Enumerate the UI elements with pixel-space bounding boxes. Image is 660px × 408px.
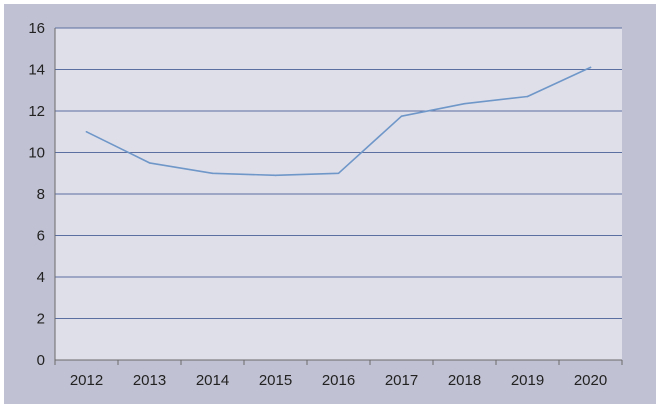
- y-tick-labels: 0 2 4 6 8 10 12 14 16: [28, 20, 45, 369]
- y-tick-label: 8: [37, 186, 45, 203]
- x-tick-label: 2015: [259, 372, 292, 389]
- data-point: [274, 174, 277, 177]
- data-point: [148, 162, 151, 164]
- x-tick-label: 2014: [196, 372, 229, 389]
- x-tick-label: 2018: [448, 372, 481, 389]
- data-point: [589, 66, 592, 69]
- x-tick-label: 2017: [385, 372, 418, 389]
- data-point: [400, 115, 403, 117]
- data-point: [211, 172, 214, 175]
- data-point: [526, 95, 529, 98]
- y-tick-label: 2: [37, 311, 45, 328]
- y-tick-label: 14: [28, 62, 45, 79]
- y-tick-label: 12: [28, 103, 45, 120]
- x-tick-label: 2016: [322, 372, 355, 389]
- y-tick-label: 16: [28, 20, 45, 37]
- x-tick-label: 2013: [133, 372, 166, 389]
- data-point: [337, 172, 340, 175]
- gridlines: [55, 27, 622, 319]
- x-tick-labels: 2012 2013 2014 2015 2016 2017 2018 2019 2020: [70, 372, 607, 389]
- x-tick-label: 2020: [574, 372, 607, 389]
- y-tick-label: 0: [37, 352, 45, 369]
- data-point: [463, 102, 466, 105]
- axes: [54, 28, 623, 365]
- series-layer: [85, 66, 592, 177]
- y-tick-label: 6: [37, 228, 45, 245]
- chart-frame: 0 2 4 6 8 10 12 14 16 2012 2013 2014 2015 2016 2017 20…: [4, 4, 656, 404]
- data-point: [85, 130, 88, 133]
- y-tick-label: 4: [37, 269, 45, 286]
- x-tick-label: 2019: [511, 372, 544, 389]
- x-tick-label: 2012: [70, 372, 103, 389]
- y-tick-label: 10: [28, 145, 45, 162]
